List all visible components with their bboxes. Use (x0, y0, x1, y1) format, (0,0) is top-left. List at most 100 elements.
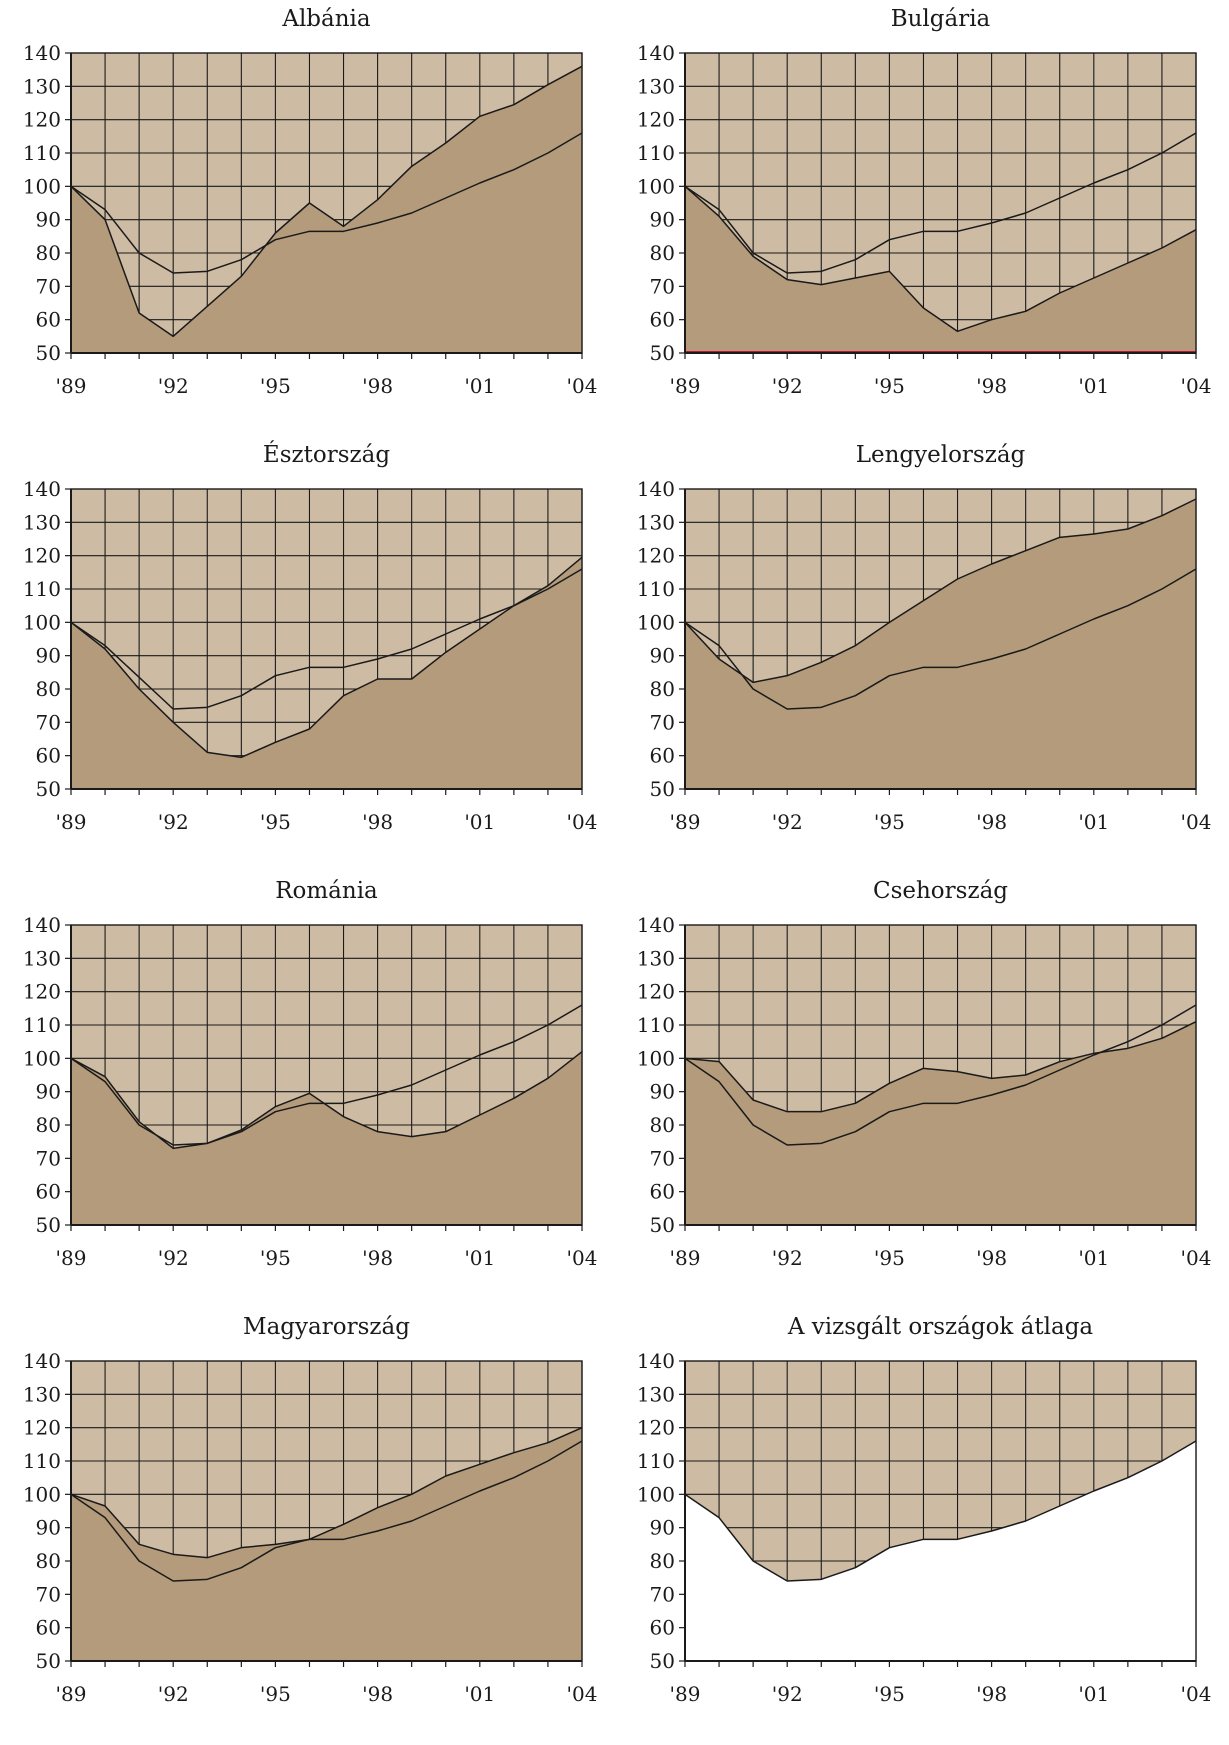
chart-title: Magyarország (243, 1314, 410, 1340)
series-line-2 (684, 132, 1197, 274)
y-tick-label: 60 (650, 744, 675, 768)
y-tick-label: 140 (637, 477, 675, 501)
series-line-2 (684, 1004, 1197, 1146)
x-tick-label: '98 (362, 374, 393, 398)
y-tick-label: 70 (650, 710, 675, 734)
x-tick-label: '89 (670, 1246, 701, 1270)
x-tick-label: '04 (567, 1682, 598, 1706)
y-tick-label: 120 (637, 544, 675, 568)
x-tick-label: '92 (158, 374, 189, 398)
x-tick-label: '98 (362, 810, 393, 834)
series-line-1 (684, 1440, 1197, 1582)
x-tick-label: '04 (567, 374, 598, 398)
x-tick-label: '92 (772, 1682, 803, 1706)
y-tick-label: 100 (637, 610, 675, 634)
chart-svg: 50 60 70 80 90 100 110 120 130 140 '89 '92 '95 '98 '01… (23, 913, 598, 1270)
x-tick-label: '98 (976, 810, 1007, 834)
y-tick-label: 70 (650, 274, 675, 298)
series-line-1 (684, 1020, 1197, 1113)
y-tick-label: 80 (36, 1549, 61, 1573)
y-tick-label: 80 (650, 1549, 675, 1573)
area-fill-overlay (71, 1427, 582, 1661)
y-tick-label: 60 (36, 1616, 61, 1640)
y-tick-label: 90 (650, 1080, 675, 1104)
area-fill-overlay (685, 1021, 1196, 1225)
y-tick-label: 130 (23, 1382, 61, 1406)
x-tick-label: '95 (874, 374, 905, 398)
chart-svg: 50 60 70 80 90 100 110 120 130 140 '89 '92 '95 '98 '01… (23, 41, 598, 398)
x-tick-label: '04 (567, 810, 598, 834)
y-tick-label: 110 (23, 1013, 61, 1037)
chart-panel-romania: Románia 50 60 70 80 90 100 110 120 130 140 '89 '92 '… (0, 872, 614, 1308)
chart-panel-magyarorszag: Magyarország 50 60 70 80 90 100 110 120 130 140 '8… (0, 1308, 614, 1744)
x-tick-label: '89 (56, 1682, 87, 1706)
y-tick-label: 90 (650, 1516, 675, 1540)
y-tick-label: 60 (650, 308, 675, 332)
y-tick-label: 120 (23, 1416, 61, 1440)
y-tick-label: 60 (650, 1616, 675, 1640)
y-tick-label: 120 (637, 108, 675, 132)
x-tick-label: '92 (158, 810, 189, 834)
y-tick-label: 90 (36, 644, 61, 668)
x-tick-label: '89 (670, 810, 701, 834)
y-tick-label: 60 (650, 1180, 675, 1204)
y-tick-label: 100 (23, 610, 61, 634)
y-tick-label: 50 (36, 1213, 61, 1237)
chart-title: A vizsgált országok átlaga (787, 1314, 1094, 1340)
y-tick-label: 110 (637, 1013, 675, 1037)
y-tick-label: 70 (36, 1582, 61, 1606)
y-tick-label: 130 (23, 74, 61, 98)
x-tick-label: '95 (260, 810, 291, 834)
x-tick-label: '95 (874, 810, 905, 834)
y-tick-label: 110 (23, 577, 61, 601)
y-tick-label: 120 (637, 980, 675, 1004)
x-tick-label: '04 (1181, 1246, 1212, 1270)
x-tick-label: '92 (158, 1682, 189, 1706)
y-tick-label: 50 (36, 1649, 61, 1673)
x-tick-label: '98 (976, 1682, 1007, 1706)
y-tick-label: 140 (637, 41, 675, 65)
y-tick-label: 100 (637, 174, 675, 198)
y-tick-label: 80 (36, 1113, 61, 1137)
series-line-2 (70, 568, 583, 710)
chart-title: Csehország (872, 878, 1009, 904)
y-tick-label: 70 (36, 710, 61, 734)
x-tick-label: '01 (464, 1246, 495, 1270)
y-tick-label: 140 (23, 913, 61, 937)
chart-svg: 50 60 70 80 90 100 110 120 130 140 '89 '92 '95 '98 '01… (23, 1349, 598, 1706)
y-tick-label: 50 (36, 341, 61, 365)
y-tick-label: 110 (23, 141, 61, 165)
x-tick-label: '95 (260, 1246, 291, 1270)
y-tick-label: 130 (637, 74, 675, 98)
y-tick-label: 50 (36, 777, 61, 801)
y-tick-label: 80 (36, 677, 61, 701)
x-tick-label: '89 (670, 374, 701, 398)
chart-panel-albania: Albánia 50 60 70 80 90 100 110 120 130 140 '89 '92 '… (0, 0, 614, 436)
x-tick-label: '89 (56, 374, 87, 398)
x-tick-label: '95 (874, 1682, 905, 1706)
x-tick-label: '89 (670, 1682, 701, 1706)
x-tick-label: '01 (1078, 1246, 1109, 1270)
area-fill-overlay (685, 1441, 1196, 1661)
chart-panel-bulgaria: Bulgária 50 60 70 80 90 100 110 120 130 140 '89 '92… (614, 0, 1228, 436)
x-tick-label: '92 (772, 374, 803, 398)
series-line-1 (70, 65, 583, 338)
x-tick-label: '01 (1078, 374, 1109, 398)
x-tick-label: '89 (56, 810, 87, 834)
chart-title: Észtország (262, 442, 391, 468)
chart-title: Románia (275, 878, 378, 904)
y-tick-label: 60 (36, 308, 61, 332)
y-tick-label: 140 (23, 1349, 61, 1373)
y-tick-label: 120 (23, 544, 61, 568)
y-tick-label: 60 (36, 744, 61, 768)
y-tick-label: 100 (23, 174, 61, 198)
series-line-2 (70, 132, 583, 274)
x-tick-label: '01 (1078, 1682, 1109, 1706)
chart-svg: 50 60 70 80 90 100 110 120 130 140 '89 '92 '95 '98 '01… (637, 1349, 1212, 1706)
chart-panel-atlag: A vizsgált országok átlaga 50 60 70 80 90 100… (614, 1308, 1228, 1744)
y-tick-label: 50 (650, 1213, 675, 1237)
chart-panel-lengyelorszag: Lengyelország 50 60 70 80 90 100 110 120 130 140 '… (614, 436, 1228, 872)
y-tick-label: 90 (650, 208, 675, 232)
area-fill-overlay (71, 66, 582, 353)
y-tick-label: 70 (650, 1146, 675, 1170)
